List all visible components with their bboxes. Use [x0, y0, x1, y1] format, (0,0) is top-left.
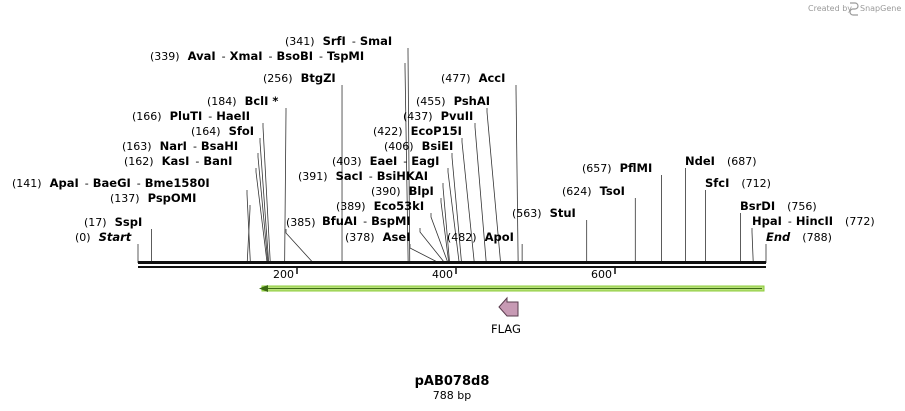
site-label-nari[interactable]: (163) NarI - BsaHI	[122, 139, 238, 153]
site-line-220	[285, 229, 314, 264]
site-label-pvuii[interactable]: (437) PvuII	[403, 109, 473, 123]
site-label-sfoi[interactable]: (164) SfoI	[191, 124, 254, 138]
site-line-166	[262, 123, 271, 264]
site-label-sspi[interactable]: (17) SspI	[84, 215, 142, 229]
site-label-pluti[interactable]: (166) PluTI - HaeII	[132, 109, 250, 123]
site-line-137	[246, 205, 251, 264]
site-label-apai[interactable]: (141) ApaI - BaeGI - Bme1580I	[12, 176, 210, 190]
site-label-eco53ki[interactable]: (389) Eco53kI	[336, 199, 424, 213]
site-line-164	[259, 138, 270, 264]
site-line-184	[284, 108, 287, 264]
feature-flag[interactable]: FLAG	[491, 296, 521, 336]
ruler-label-200: 200	[273, 268, 294, 281]
credit-prefix: Created by	[808, 4, 852, 13]
site-label-eaei[interactable]: (403) EaeI - EagI	[332, 154, 439, 168]
backbone-top-strand	[138, 261, 766, 264]
plasmid-title: pAB078d8	[415, 374, 490, 389]
site-label-bfuai[interactable]: BfuAI - BspMI	[322, 214, 411, 228]
site-label-pspomi[interactable]: (137) PspOMI	[110, 191, 196, 205]
ruler-label-400: 400	[432, 268, 453, 281]
site-line-385	[419, 228, 446, 264]
site-label-asei[interactable]: (378) AseI	[345, 230, 410, 244]
site-line-422	[461, 138, 475, 264]
site-label-acci[interactable]: (477) AccI	[441, 71, 505, 85]
site-label-pflmi[interactable]: (657) PflMI	[582, 161, 652, 175]
site-label-pshai[interactable]: (455) PshAI	[416, 94, 490, 108]
site-label-bsrdi[interactable]: BsrDI (756)	[740, 199, 817, 213]
site-line-477	[515, 85, 519, 264]
ruler: 200 400 600	[273, 267, 616, 281]
site-lines	[137, 48, 767, 264]
site-label-tsoi[interactable]: (624) TsoI	[562, 184, 625, 198]
credit-brand: SnapGene	[860, 4, 901, 13]
site-label-stui[interactable]: (563) StuI	[512, 206, 576, 220]
site-line-378	[409, 244, 440, 264]
snapgene-logo	[849, 2, 859, 16]
site-line-389	[430, 213, 449, 264]
sequence-backbone	[138, 261, 766, 268]
site-line-390	[440, 198, 450, 264]
site-label-srfi[interactable]: (341) SrfI - SmaI	[285, 34, 392, 48]
site-label-avai[interactable]: (339) AvaI - XmaI - BsoBI - TspMI	[150, 49, 364, 63]
site-line-141	[246, 190, 251, 264]
site-label-bcli[interactable]: (184) BclI *	[207, 94, 278, 108]
site-line-772	[751, 228, 754, 264]
green-strand-arrow-icon	[259, 285, 268, 292]
site-labels: (17) SspI (0) Start (137) PspOMI (141) ApaI -…	[12, 34, 875, 244]
site-line-437	[474, 123, 487, 264]
feature-green-strand[interactable]	[259, 285, 765, 292]
site-label-apoi[interactable]: (482) ApoI	[447, 230, 514, 244]
site-label-ndei[interactable]: NdeI (687)	[685, 154, 757, 168]
site-line-339	[404, 63, 409, 264]
site-line-406	[451, 153, 462, 264]
site-label-blpi[interactable]: (390) BlpI	[371, 184, 434, 198]
site-line-455	[486, 108, 502, 264]
flag-arrow-icon[interactable]	[498, 296, 519, 317]
site-line-391	[442, 183, 451, 264]
site-label-bsiei[interactable]: (406) BsiEI	[384, 139, 453, 153]
site-line-341	[407, 48, 411, 264]
site-line-162	[255, 168, 268, 264]
site-line-163	[257, 153, 269, 264]
site-label-385[interactable]: (385)	[286, 216, 316, 229]
site-label-saci[interactable]: (391) SacI - BsiHKAI	[298, 169, 428, 183]
site-label-kasi[interactable]: (162) KasI - BanI	[124, 154, 232, 168]
site-label-ecop15i[interactable]: (422) EcoP15I	[373, 124, 462, 138]
site-label-sfci[interactable]: SfcI (712)	[705, 176, 771, 190]
snapgene-logo-icon	[849, 2, 859, 16]
backbone-bottom-strand	[138, 266, 766, 268]
flag-label: FLAG	[491, 322, 521, 336]
site-label-start[interactable]: (0) Start	[75, 230, 132, 244]
site-label-hpai[interactable]: HpaI - HincII (772)	[752, 214, 875, 228]
site-line-403	[447, 168, 460, 264]
site-label-btgzi[interactable]: (256) BtgZI	[263, 71, 336, 85]
ruler-label-600: 600	[591, 268, 612, 281]
plasmid-length: 788 bp	[433, 389, 471, 402]
site-label-end[interactable]: End (788)	[766, 230, 832, 244]
